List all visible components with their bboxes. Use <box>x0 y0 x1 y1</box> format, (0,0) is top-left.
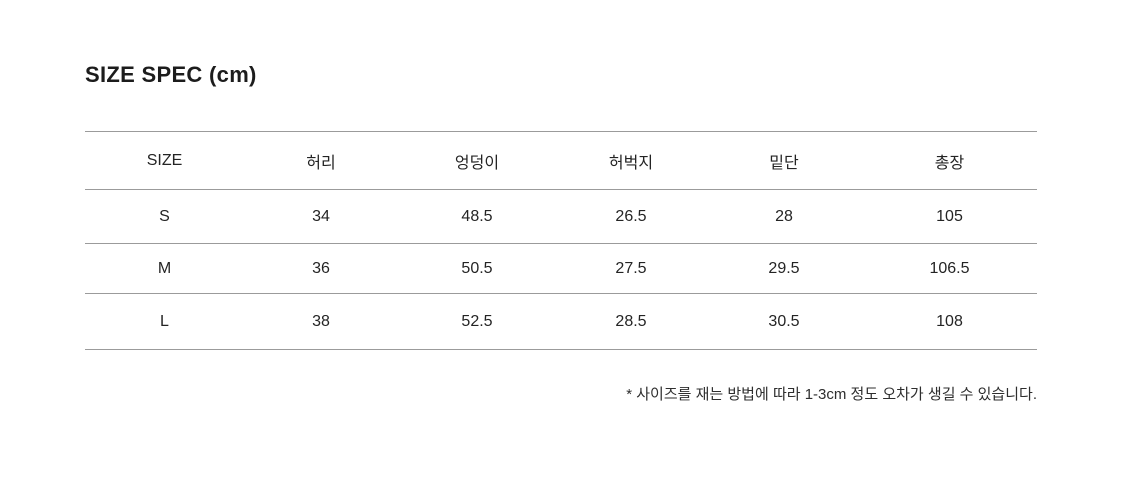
size-cell: L <box>85 293 244 350</box>
column-header-length: 총장 <box>862 131 1037 190</box>
column-header-waist: 허리 <box>244 131 398 190</box>
value-cell: 105 <box>862 189 1037 244</box>
size-tolerance-note: * 사이즈를 재는 방법에 따라 1-3cm 정도 오차가 생길 수 있습니다. <box>626 386 1037 403</box>
value-cell: 28.5 <box>556 293 706 350</box>
value-cell: 28 <box>706 189 862 244</box>
table-header-row: SIZE 허리 엉덩이 허벅지 밑단 총장 <box>85 131 1037 190</box>
column-header-hem: 밑단 <box>706 131 862 190</box>
value-cell: 36 <box>244 243 398 294</box>
column-header-hip: 엉덩이 <box>398 131 556 190</box>
size-cell: S <box>85 189 244 244</box>
column-header-size: SIZE <box>85 131 244 190</box>
value-cell: 108 <box>862 293 1037 350</box>
table-row-m: M 36 50.5 27.5 29.5 106.5 <box>85 243 1037 294</box>
value-cell: 48.5 <box>398 189 556 244</box>
value-cell: 29.5 <box>706 243 862 294</box>
table-row-l: L 38 52.5 28.5 30.5 108 <box>85 293 1037 350</box>
value-cell: 50.5 <box>398 243 556 294</box>
table-row-s: S 34 48.5 26.5 28 105 <box>85 189 1037 244</box>
page-title: SIZE SPEC (cm) <box>85 62 257 87</box>
value-cell: 106.5 <box>862 243 1037 294</box>
value-cell: 27.5 <box>556 243 706 294</box>
value-cell: 38 <box>244 293 398 350</box>
size-spec-table: SIZE 허리 엉덩이 허벅지 밑단 총장 S 34 48.5 26.5 28 … <box>85 131 1037 350</box>
value-cell: 26.5 <box>556 189 706 244</box>
column-header-thigh: 허벅지 <box>556 131 706 190</box>
value-cell: 30.5 <box>706 293 862 350</box>
size-cell: M <box>85 243 244 294</box>
value-cell: 34 <box>244 189 398 244</box>
value-cell: 52.5 <box>398 293 556 350</box>
